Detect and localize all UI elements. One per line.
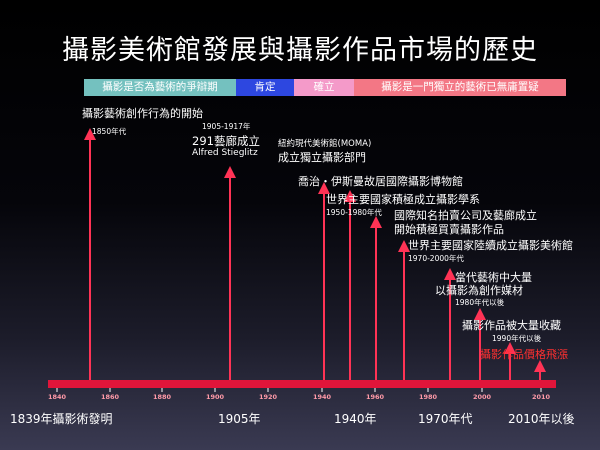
axis-label-1905: 1905年 (218, 412, 261, 426)
phase-affirmed: 肯定 (236, 79, 294, 96)
axis-tick-label: 1940 (313, 393, 332, 401)
axis-tick-label: 1920 (259, 393, 278, 401)
page-title: 攝影美術館發展與攝影作品市場的歷史 (62, 35, 538, 66)
axis-tick-label: 2000 (473, 393, 492, 401)
timeline-axis (48, 380, 556, 388)
axis-tick-label: 1960 (366, 393, 385, 401)
phase-independent-art: 攝影是一門獨立的藝術已無庸置疑 (354, 79, 566, 96)
axis-tick-label: 1840 (48, 393, 67, 401)
event-label-auction-houses: 國際知名拍賣公司及藝廊成立 開始積極買賣攝影作品 (394, 209, 537, 236)
axis-label-2010-later: 2010年以後 (508, 412, 575, 426)
event-label-contemporary-art: 當代藝術中大量 以攝影為創作媒材 1980年代以後 (435, 271, 532, 308)
event-label-prices-soar: 攝影作品價格飛漲 (480, 348, 568, 361)
event-label-eastman: 喬治・伊斯曼故居國際攝影博物館 (298, 175, 463, 188)
event-label-collected: 攝影作品被大量收藏 1990年代以後 (462, 319, 561, 343)
axis-tick-label: 1880 (153, 393, 172, 401)
axis-label-1970s: 1970年代 (418, 412, 473, 426)
event-label-1850: 攝影藝術創作行為的開始 1850年代 (82, 107, 203, 136)
axis-label-1940: 1940年 (334, 412, 377, 426)
axis-tick-label: 2010 (532, 393, 551, 401)
axis-label-1839: 1839年攝影術發明 (10, 412, 113, 426)
event-label-photo-museums: 世界主要國家陸續成立攝影美術館 1970-2000年代 (408, 239, 573, 263)
phase-bar: 攝影是否為藝術的爭辯期 肯定 確立 攝影是一門獨立的藝術已無庸置疑 (84, 79, 566, 96)
event-label-moma: 紐約現代美術館(MOMA) 成立獨立攝影部門 (278, 139, 372, 164)
event-label-photo-departments: 世界主要國家積極成立攝影學系 1950-1980年代 (326, 193, 480, 217)
axis-tick-label: 1860 (101, 393, 120, 401)
axis-tick-label: 1900 (206, 393, 225, 401)
phase-debate: 攝影是否為藝術的爭辯期 (84, 79, 236, 96)
phase-established: 確立 (294, 79, 354, 96)
event-label-291-gallery: 1905-1917年 291藝廊成立 Alfred Stieglitz (192, 122, 260, 158)
axis-tick-label: 1980 (419, 393, 438, 401)
